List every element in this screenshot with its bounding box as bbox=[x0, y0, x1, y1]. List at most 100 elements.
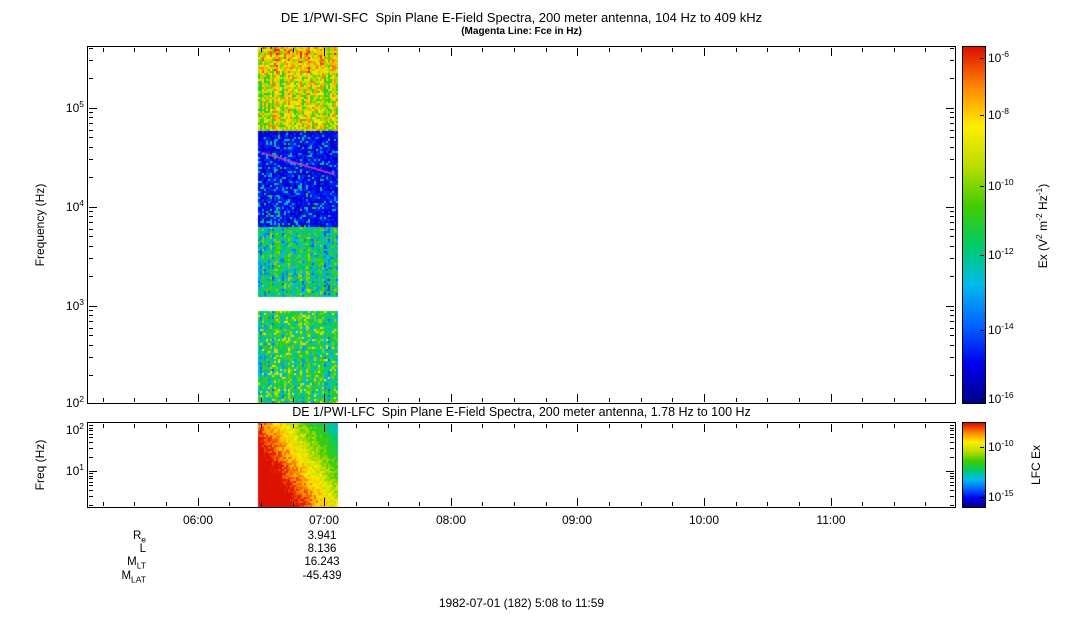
y-tick-mark bbox=[950, 117, 954, 118]
sup-segment: -8 bbox=[1001, 106, 1009, 116]
x-tick-mark bbox=[388, 48, 389, 52]
y-tick-mark bbox=[89, 177, 93, 178]
x-tick-mark bbox=[672, 424, 673, 428]
y-tick-mark bbox=[950, 211, 954, 212]
y-tick-mark bbox=[950, 437, 954, 438]
x-tick-mark bbox=[356, 398, 357, 402]
x-tick-mark bbox=[546, 424, 547, 428]
text-segment: m bbox=[1036, 220, 1050, 235]
x-tick-mark bbox=[229, 48, 230, 52]
y-tick-mark bbox=[89, 246, 93, 247]
y-tick-mark bbox=[89, 335, 93, 336]
x-tick-mark bbox=[767, 48, 768, 52]
y-tick-mark bbox=[89, 108, 97, 109]
y-tick-mark bbox=[946, 306, 954, 307]
x-tick-mark bbox=[831, 48, 832, 56]
y-tick-mark bbox=[980, 58, 984, 59]
y-tick-mark bbox=[950, 229, 954, 230]
sup-segment: -10 bbox=[1001, 177, 1014, 187]
y-tick-mark bbox=[950, 496, 954, 497]
x-tick-mark bbox=[514, 398, 515, 402]
x-tick-mark bbox=[704, 48, 705, 56]
sup-segment: 5 bbox=[79, 98, 84, 109]
x-tick-mark bbox=[799, 424, 800, 428]
x-tick-mark bbox=[451, 498, 452, 506]
x-tick-mark bbox=[577, 498, 578, 506]
ephemeris-value-re: 3.941 bbox=[307, 530, 337, 542]
sup-segment: -10 bbox=[1001, 438, 1014, 448]
x-tick-mark bbox=[767, 398, 768, 402]
y-tick-mark bbox=[89, 216, 93, 217]
y-tick-mark bbox=[950, 130, 954, 131]
text-segment: ) bbox=[1036, 183, 1050, 188]
sfc-colorbar-tick-label: 10-10 bbox=[988, 177, 1034, 193]
x-tick-mark bbox=[862, 502, 863, 506]
x-tick-mark bbox=[103, 502, 104, 506]
text-segment: 10 bbox=[988, 248, 1002, 262]
y-tick-mark bbox=[980, 255, 984, 256]
sfc-y-tick-label: 104 bbox=[42, 198, 84, 214]
x-tick-mark bbox=[293, 502, 294, 506]
y-tick-mark bbox=[89, 123, 93, 124]
x-tick-mark bbox=[482, 48, 483, 52]
lfc-title: DE 1/PWI-LFC Spin Plane E-Field Spectra,… bbox=[292, 405, 751, 419]
ephemeris-label-re: Re bbox=[58, 530, 146, 544]
x-tick-mark bbox=[672, 48, 673, 52]
x-tick-mark bbox=[799, 398, 800, 402]
x-tick-mark bbox=[229, 424, 230, 428]
x-tick-mark bbox=[103, 398, 104, 402]
y-tick-mark bbox=[950, 430, 954, 431]
x-tick-mark bbox=[799, 48, 800, 52]
x-tick-mark bbox=[925, 48, 926, 52]
x-tick-mark bbox=[799, 502, 800, 506]
text-segment: 10 bbox=[65, 100, 80, 115]
y-tick-mark bbox=[89, 473, 93, 474]
lfc-colorbar-canvas bbox=[963, 423, 985, 507]
y-tick-mark bbox=[89, 229, 93, 230]
sup-segment: 1 bbox=[79, 462, 84, 472]
y-tick-mark bbox=[950, 321, 954, 322]
x-tick-mark bbox=[451, 48, 452, 56]
y-tick-mark bbox=[89, 457, 93, 458]
sfc-title: DE 1/PWI-SFC Spin Plane E-Field Spectra,… bbox=[280, 10, 763, 25]
y-tick-mark bbox=[950, 345, 954, 346]
text-segment: 10 bbox=[988, 490, 1002, 504]
y-tick-mark bbox=[946, 207, 954, 208]
y-tick-mark bbox=[89, 222, 93, 223]
x-tick-label: 09:00 bbox=[561, 513, 593, 527]
lfc-colorbar-tick-label: 10-10 bbox=[988, 438, 1034, 454]
lfc-y-tick-label: 102 bbox=[42, 421, 84, 437]
y-tick-mark bbox=[89, 485, 93, 486]
y-tick-mark bbox=[950, 448, 954, 449]
x-tick-mark bbox=[293, 398, 294, 402]
x-tick-mark bbox=[736, 48, 737, 52]
y-tick-mark bbox=[980, 330, 984, 331]
y-tick-mark bbox=[980, 447, 984, 448]
sfc-colorbar-canvas bbox=[963, 47, 985, 403]
x-tick-mark bbox=[482, 502, 483, 506]
x-tick-mark bbox=[704, 424, 705, 432]
y-tick-mark bbox=[89, 315, 93, 316]
x-tick-mark bbox=[388, 424, 389, 428]
sfc-spectrogram-canvas bbox=[88, 47, 955, 403]
text-segment: 10 bbox=[65, 396, 80, 410]
sfc-y-tick-label: 103 bbox=[42, 297, 84, 313]
y-tick-mark bbox=[89, 496, 93, 497]
sfc-colorbar-tick-label: 10-6 bbox=[988, 49, 1034, 65]
x-tick-mark bbox=[894, 398, 895, 402]
x-tick-mark bbox=[641, 398, 642, 402]
ephemeris-label-mlt: MLT bbox=[58, 556, 146, 570]
text-segment: 10 bbox=[988, 323, 1002, 337]
x-tick-mark bbox=[925, 424, 926, 428]
y-tick-mark bbox=[950, 328, 954, 329]
y-tick-mark bbox=[89, 211, 93, 212]
y-tick-mark bbox=[950, 159, 954, 160]
x-tick-mark bbox=[609, 424, 610, 428]
y-tick-mark bbox=[950, 310, 954, 311]
y-tick-mark bbox=[950, 375, 954, 376]
ephemeris-label-mlat: MLAT bbox=[58, 570, 146, 584]
x-tick-mark bbox=[419, 48, 420, 52]
x-tick-mark bbox=[261, 398, 262, 402]
text-segment: 10 bbox=[65, 423, 80, 437]
